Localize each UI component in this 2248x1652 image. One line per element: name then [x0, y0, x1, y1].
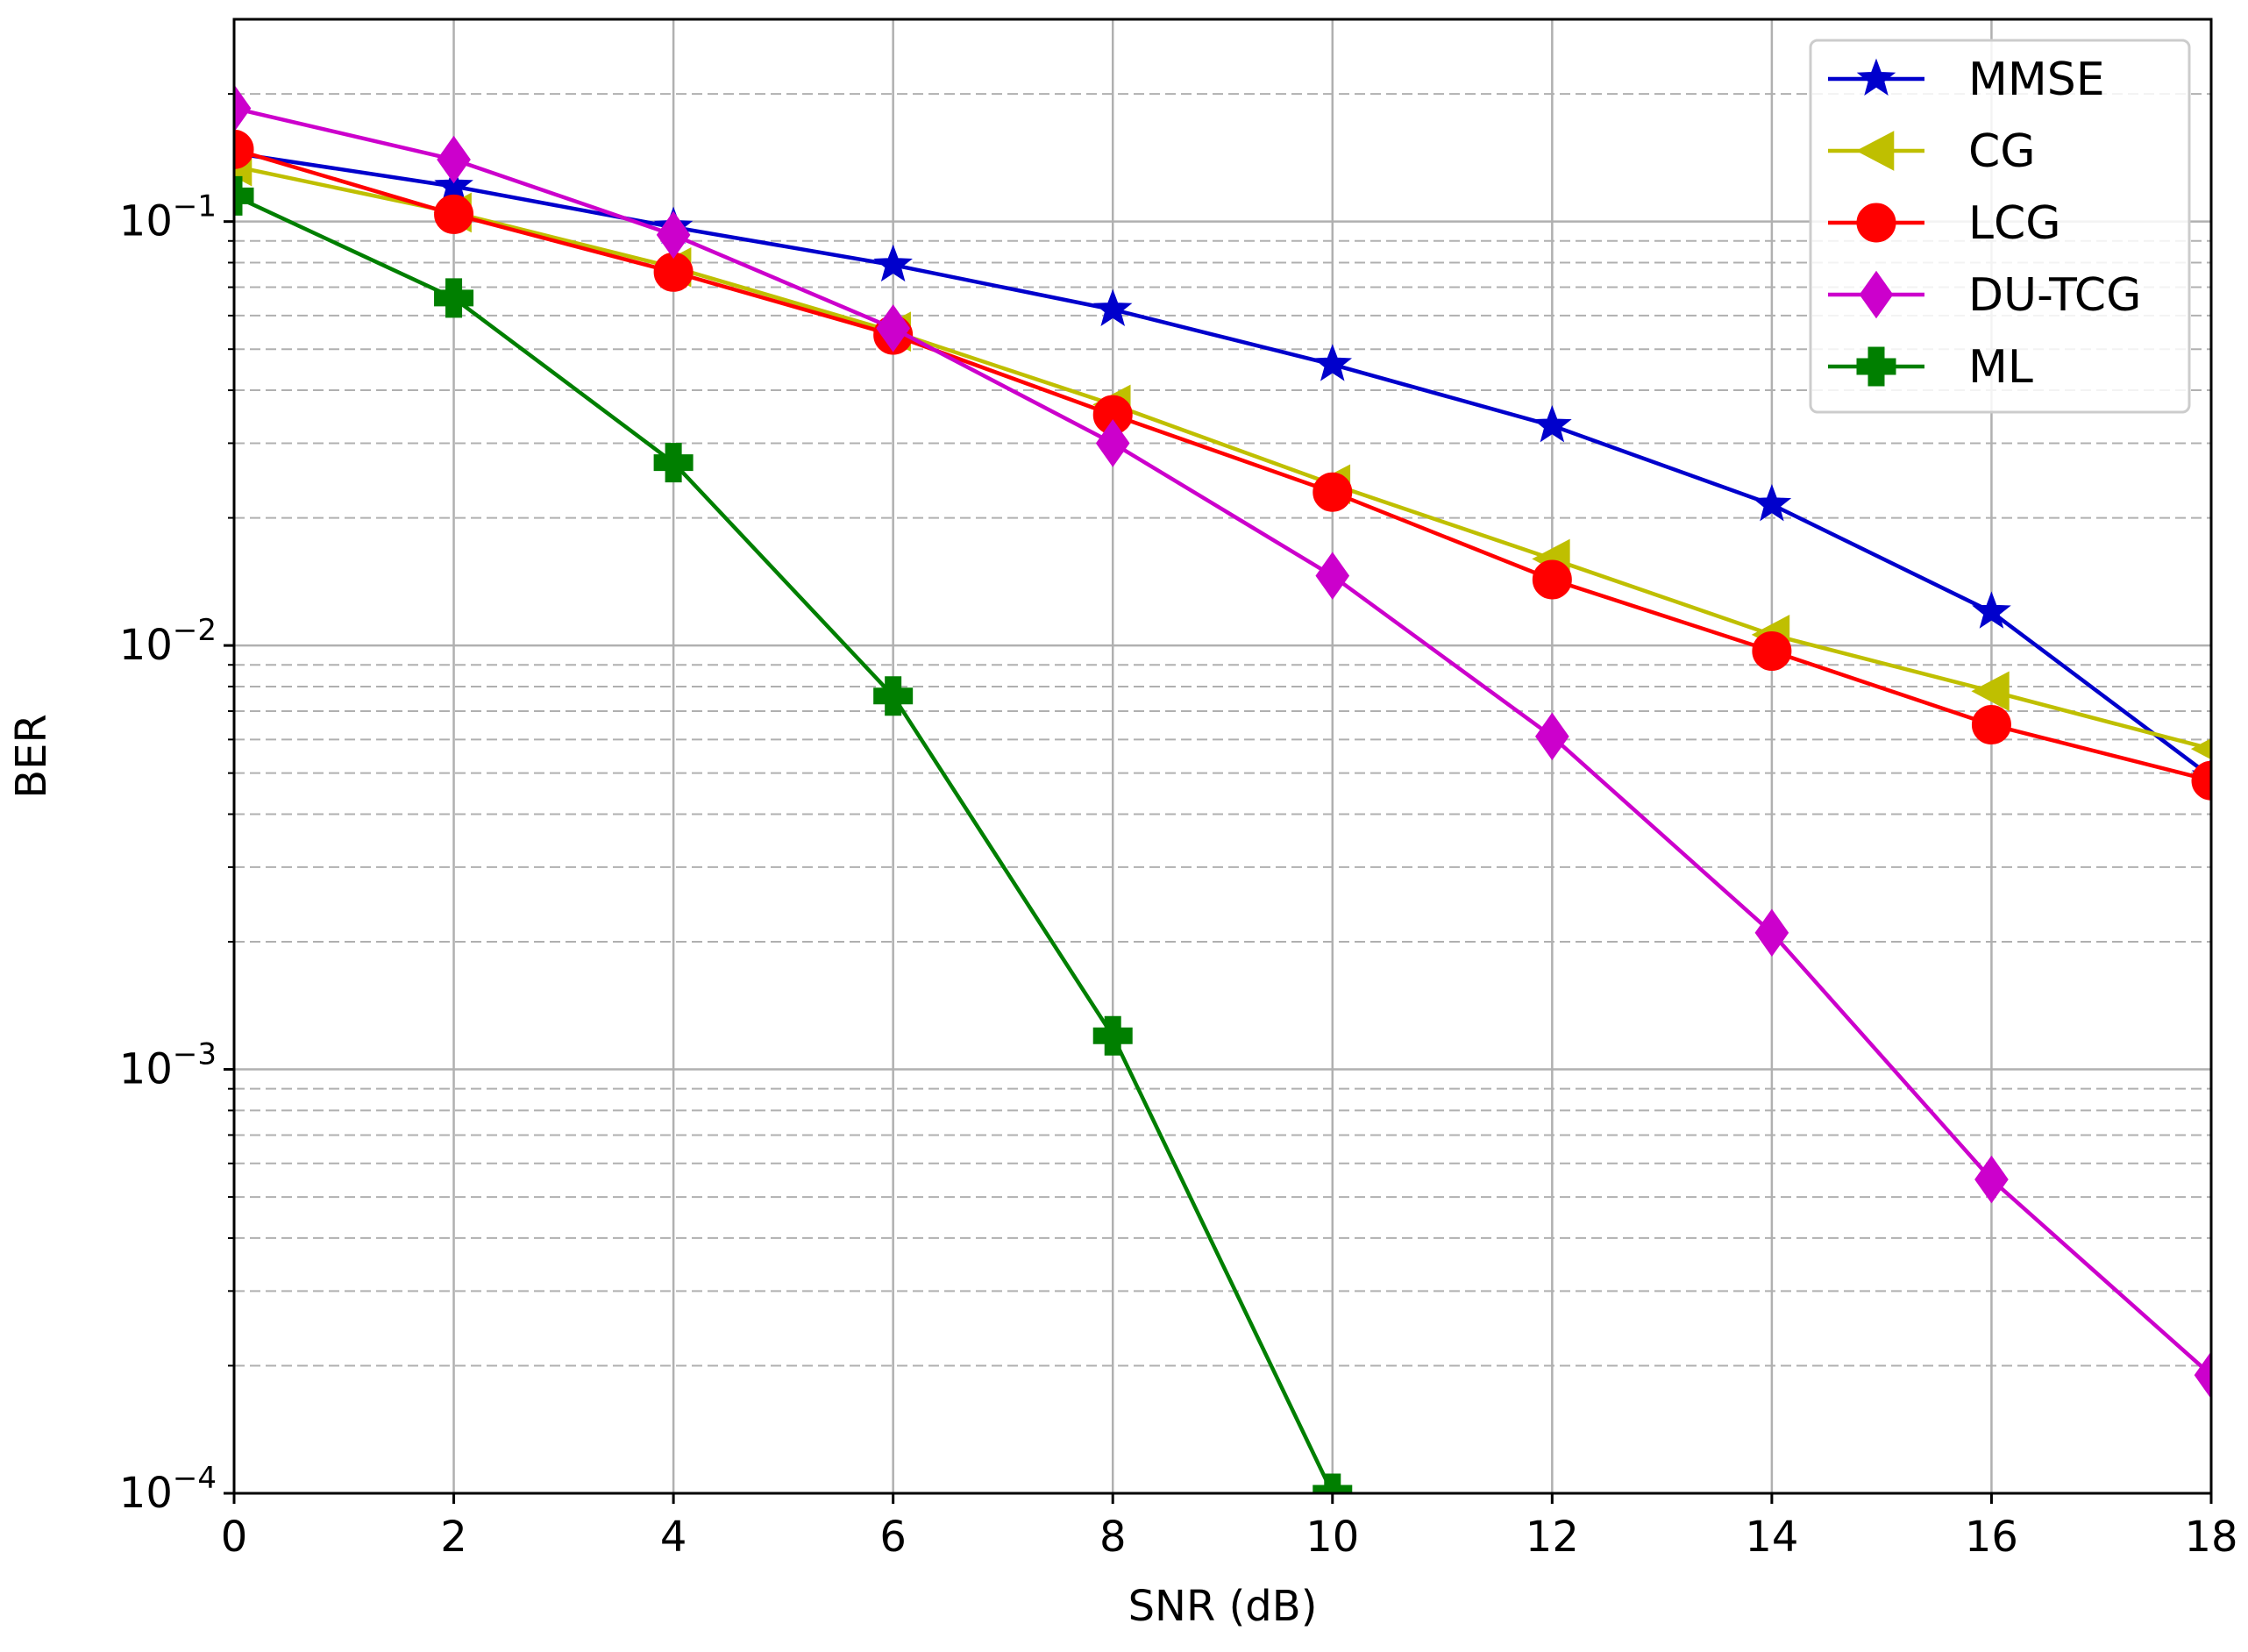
legend-marker-mmse: [1856, 58, 1896, 96]
data-point-mmse: [1092, 288, 1133, 326]
series-lcg: [234, 129, 2211, 801]
data-point-mmse: [434, 166, 473, 203]
data-point-du-tcg: [1754, 908, 1789, 958]
clipped-series: [234, 84, 2211, 1493]
y-tick-label: 10−1: [119, 189, 217, 246]
x-tick-label: 10: [1305, 1513, 1359, 1562]
legend-item-ml: ML: [1828, 341, 2033, 394]
y-tick-label: 10−2: [119, 613, 217, 670]
legend: MMSE CG LCG DU-TCG ML: [1809, 39, 2191, 414]
legend-label-mmse: MMSE: [1968, 53, 2105, 106]
legend-marker-du-tcg: [1859, 270, 1894, 319]
y-tick-label: 10−3: [119, 1037, 217, 1094]
data-point-du-tcg: [2194, 1350, 2211, 1399]
x-tick-label: 0: [221, 1513, 248, 1562]
data-point-ml: [234, 175, 254, 216]
axis-ticks: 0 2 4 6 8 10 12 14 16 18 10−1 10−2 10−3 10−4: [119, 93, 2238, 1562]
x-tick-label: 2: [440, 1513, 467, 1562]
series-line-ml: [234, 194, 1334, 1493]
data-point-du-tcg: [1095, 419, 1130, 467]
data-point-du-tcg: [1974, 1155, 2009, 1204]
data-point-ml: [1092, 1015, 1133, 1056]
plot-frame: [232, 18, 2213, 1495]
data-point-du-tcg: [876, 304, 910, 352]
legend-marker-ml: [1856, 346, 1896, 387]
data-point-lcg: [1532, 559, 1572, 600]
x-tick-label: 16: [1965, 1513, 2018, 1562]
y-axis-label: BER: [7, 714, 56, 799]
legend-label-lcg: LCG: [1968, 197, 2061, 250]
x-tick-label: 8: [1099, 1513, 1127, 1562]
legend-marker-cg: [1855, 131, 1895, 171]
legend-item-lcg: LCG: [1828, 197, 2061, 250]
data-point-du-tcg: [1535, 712, 1569, 761]
series-ml: [234, 175, 1353, 1493]
data-point-mmse: [1972, 591, 2011, 629]
data-point-cg: [1971, 671, 2010, 712]
x-tick-label: 14: [1745, 1513, 1798, 1562]
legend-item-cg: CG: [1828, 125, 2036, 178]
series-line-mmse: [234, 151, 2211, 779]
x-tick-label: 18: [2184, 1513, 2237, 1562]
data-point-mmse: [1752, 483, 1792, 522]
x-axis-label: SNR (dB): [1128, 1582, 1318, 1631]
data-point-du-tcg: [437, 135, 471, 184]
data-point-lcg: [434, 194, 474, 234]
data-point-lcg: [1752, 631, 1792, 672]
data-point-ml: [1313, 1473, 1353, 1493]
legend-label-du-tcg: DU-TCG: [1968, 269, 2141, 322]
data-point-lcg: [2191, 760, 2211, 801]
data-point-lcg: [1313, 472, 1353, 512]
data-point-lcg: [1971, 705, 2011, 745]
data-point-mmse: [1313, 344, 1353, 381]
axis-labels: SNR (dB) BER: [7, 714, 1317, 1631]
data-point-du-tcg: [656, 210, 691, 260]
series-line-cg: [234, 164, 2211, 751]
data-point-ml: [653, 443, 694, 483]
legend-item-du-tcg: DU-TCG: [1828, 269, 2141, 322]
legend-box: [1809, 39, 2191, 414]
legend-marker-lcg: [1856, 203, 1896, 243]
data-point-mmse: [1533, 404, 1572, 443]
legend-label-ml: ML: [1968, 341, 2033, 394]
x-tick-label: 12: [1526, 1513, 1579, 1562]
series-line-lcg: [234, 147, 2211, 783]
y-tick-label: 10−4: [119, 1461, 217, 1518]
data-point-ml: [434, 278, 474, 318]
data-point-du-tcg: [1315, 552, 1350, 600]
data-point-ml: [873, 676, 914, 716]
data-point-lcg: [234, 129, 254, 169]
series-layer: [234, 84, 2211, 1493]
data-point-mmse: [873, 244, 913, 282]
legend-item-mmse: MMSE: [1828, 53, 2105, 106]
x-tick-label: 4: [660, 1513, 687, 1562]
data-point-du-tcg: [234, 84, 252, 132]
series-du-tcg: [234, 84, 2211, 1399]
legend-label-cg: CG: [1968, 125, 2036, 178]
x-tick-label: 6: [879, 1513, 907, 1562]
series-line-du-tcg: [234, 106, 2211, 1377]
